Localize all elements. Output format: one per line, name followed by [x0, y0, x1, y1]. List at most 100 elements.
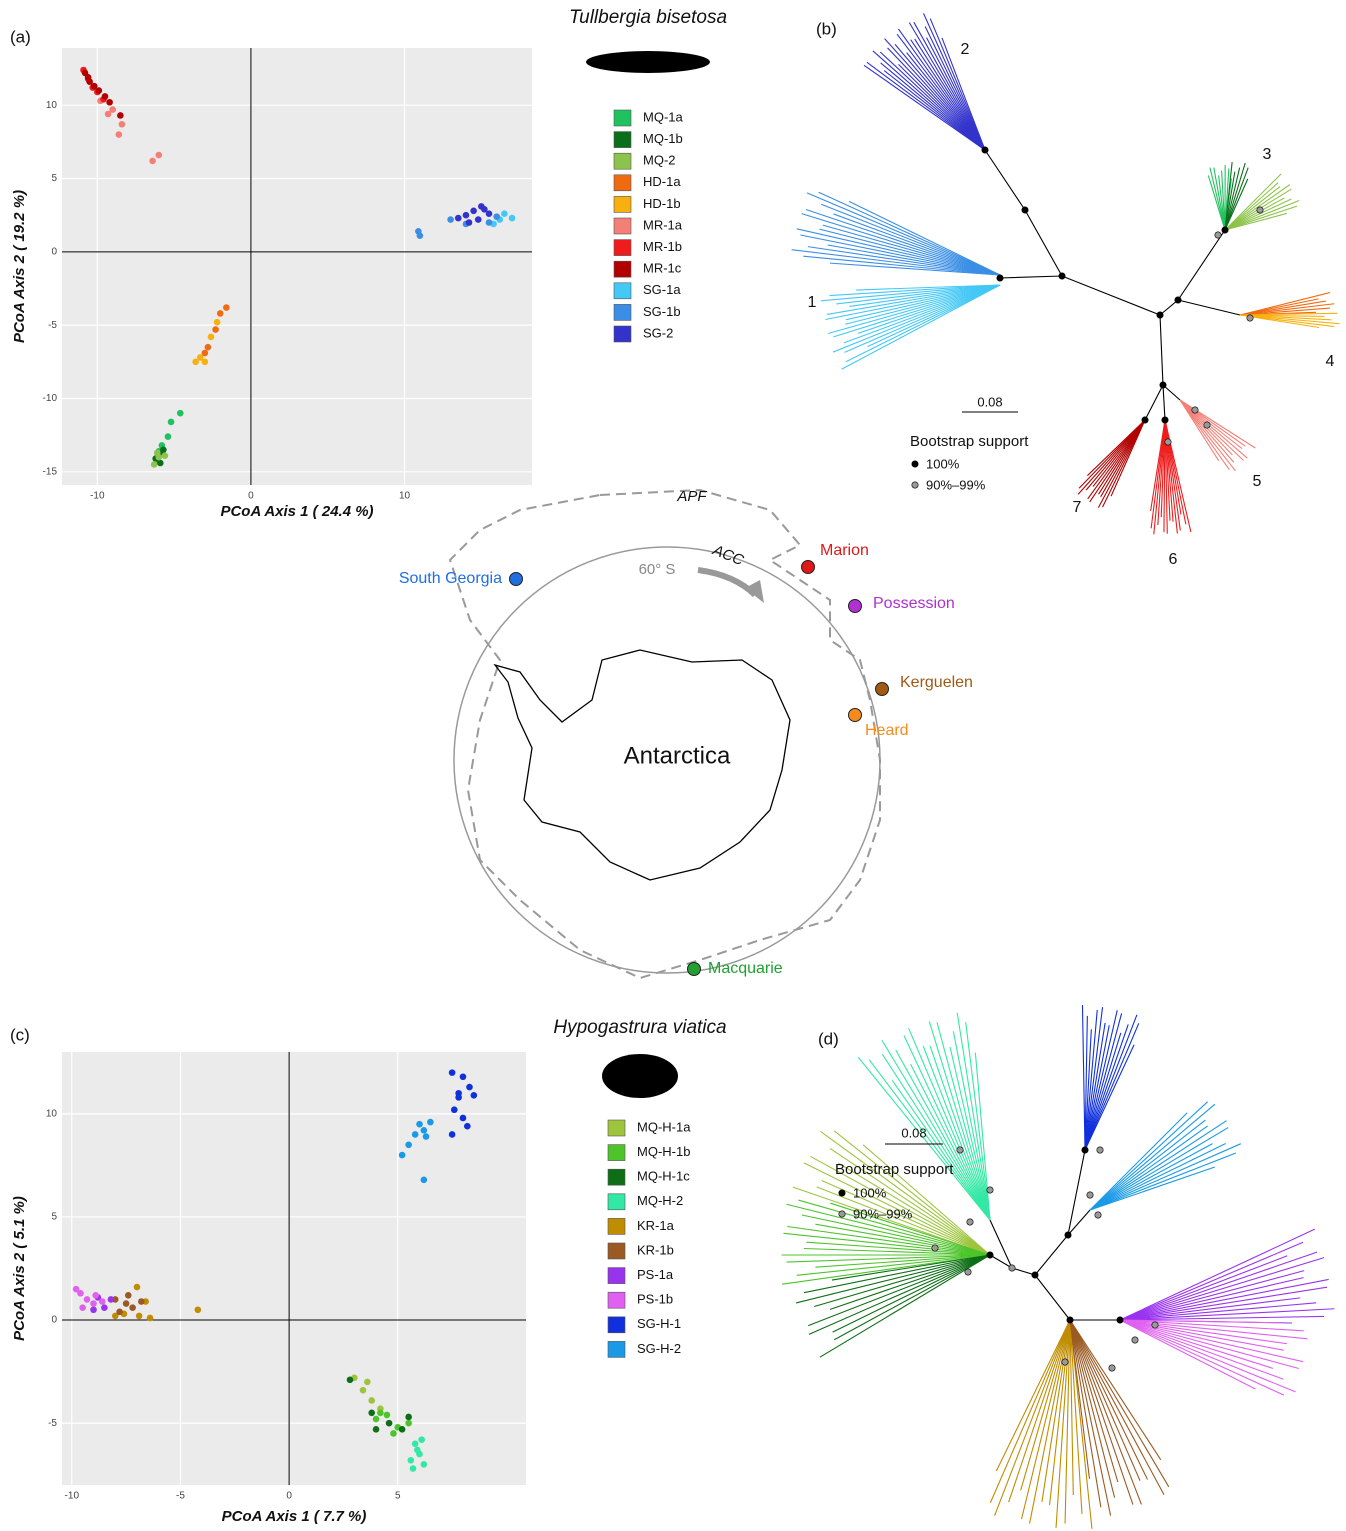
front-label: APF: [676, 488, 707, 505]
support-node: [1204, 422, 1210, 428]
point: [125, 1292, 132, 1299]
site-label: Kerguelen: [900, 674, 973, 691]
point: [421, 1177, 428, 1184]
point: [373, 1426, 380, 1433]
legend-label: KR-1a: [637, 1218, 675, 1233]
point: [377, 1410, 384, 1417]
branch: [1090, 1167, 1215, 1210]
legend-swatch: [614, 132, 631, 148]
point: [108, 1296, 115, 1303]
branch: [930, 1046, 990, 1220]
point: [418, 1436, 425, 1443]
legend-label: MR-1b: [643, 239, 682, 254]
point: [449, 1131, 456, 1138]
y-tick-label: -5: [48, 320, 57, 331]
point: [116, 1309, 123, 1316]
support-node: [1032, 1272, 1038, 1278]
support-level: 90%–99%: [926, 477, 986, 492]
legend-label: SG-H-1: [637, 1316, 681, 1331]
point: [160, 447, 167, 454]
point: [212, 326, 219, 333]
species-name: Hypogastrura viatica: [553, 1017, 726, 1038]
point: [117, 112, 124, 119]
branch: [1070, 1320, 1140, 1481]
y-axis-title: PCoA Axis 2 ( 5.1 %): [11, 1196, 28, 1341]
y-tick-label: -15: [43, 466, 58, 477]
support-node: [1065, 1232, 1071, 1238]
panel-label: (c): [10, 1025, 30, 1044]
branch: [807, 193, 1000, 275]
internal-branch: [1160, 315, 1165, 420]
support-node: [1059, 273, 1065, 279]
point: [493, 213, 500, 220]
support-node: [932, 1245, 938, 1251]
legend-swatch: [608, 1120, 625, 1136]
point: [202, 359, 209, 366]
legend-label: MQ-H-2: [637, 1193, 683, 1208]
internal-branch: [1145, 385, 1163, 420]
legend-label: MR-1c: [643, 261, 682, 276]
support-node: [1165, 439, 1171, 445]
internal-branch: [1160, 230, 1225, 315]
branch: [885, 39, 985, 150]
branch: [1090, 1144, 1241, 1210]
point: [408, 1457, 415, 1464]
point: [208, 334, 215, 341]
y-tick-label: -10: [43, 393, 58, 404]
x-tick-label: 5: [395, 1491, 401, 1502]
species-name: Tullbergia bisetosa: [569, 7, 727, 28]
point: [405, 1420, 412, 1427]
point: [460, 1073, 467, 1080]
current-label: ACC: [709, 541, 746, 569]
support-node: [1082, 1147, 1088, 1153]
branch: [1070, 1320, 1118, 1482]
panel-label: (a): [10, 27, 31, 46]
point: [427, 1119, 434, 1126]
x-axis-title: PCoA Axis 1 ( 7.7 %): [222, 1508, 367, 1525]
point: [138, 1298, 145, 1305]
legend-swatch: [608, 1145, 625, 1161]
legend-label: HD-1b: [643, 196, 681, 211]
branch: [881, 63, 985, 150]
support-node: [1132, 1337, 1138, 1343]
support-title: Bootstrap support: [910, 433, 1029, 450]
y-tick-label: 0: [51, 246, 57, 257]
y-tick-label: 10: [46, 1108, 58, 1119]
legend-label: KR-1b: [637, 1242, 674, 1257]
point: [501, 210, 508, 217]
point: [360, 1387, 367, 1394]
point: [399, 1152, 406, 1159]
latitude-label: 60° S: [639, 561, 676, 578]
legend-label: MQ-H-1c: [637, 1169, 690, 1184]
support-node: [957, 1147, 963, 1153]
tree-d: (d)0.08Bootstrap support100%90%–99%: [782, 1005, 1335, 1529]
legend-swatch: [608, 1169, 625, 1185]
branch: [814, 1255, 990, 1307]
point: [147, 1315, 154, 1322]
site-label: Heard: [865, 722, 909, 739]
point: [136, 1313, 143, 1320]
point: [455, 215, 462, 222]
branch: [1090, 1126, 1208, 1210]
point: [123, 1300, 130, 1307]
branch: [925, 26, 985, 150]
scale-label: 0.08: [901, 1125, 926, 1140]
point: [373, 1416, 380, 1423]
point: [99, 1298, 106, 1305]
legend-swatch: [608, 1268, 625, 1284]
branch: [1082, 1005, 1085, 1150]
support-node: [912, 482, 918, 488]
point: [119, 121, 126, 128]
point: [195, 1306, 202, 1313]
x-tick-label: -10: [90, 491, 105, 502]
plot-background: [62, 48, 532, 485]
point: [386, 1420, 393, 1427]
clade-label: 5: [1253, 473, 1262, 490]
support-level: 100%: [853, 1185, 887, 1200]
branch: [1070, 1320, 1141, 1504]
point: [466, 1084, 473, 1091]
scale-label: 0.08: [977, 394, 1002, 409]
y-axis-title: PCoA Axis 2 ( 19.2 %): [11, 190, 28, 343]
legend-label: HD-1a: [643, 174, 681, 189]
branch: [1120, 1256, 1287, 1320]
